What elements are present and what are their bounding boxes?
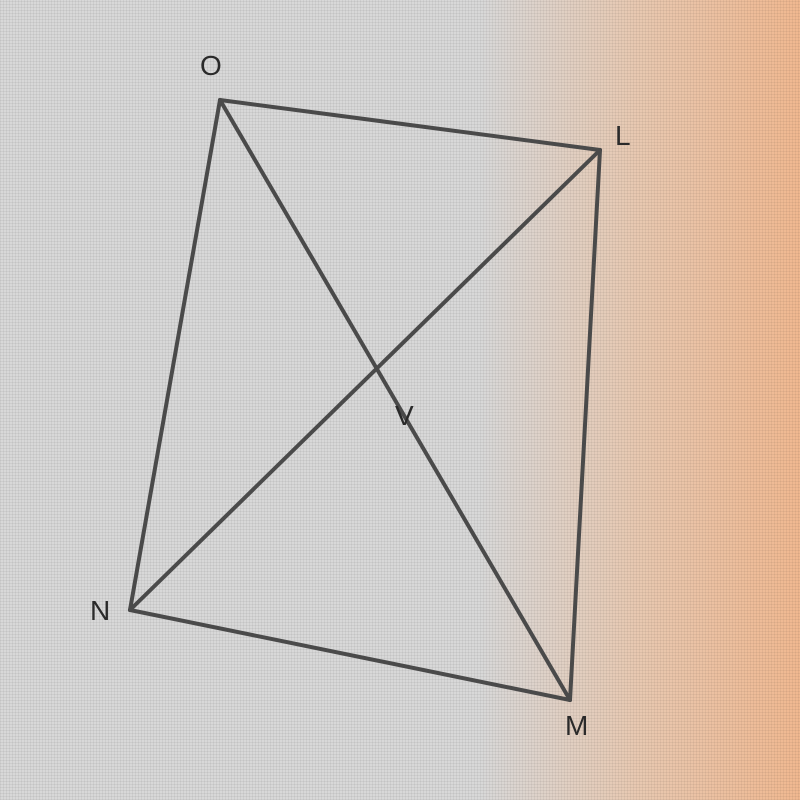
edge-M-N bbox=[130, 610, 570, 700]
vertex-label-M: M bbox=[565, 710, 588, 742]
edges-group bbox=[130, 100, 600, 700]
edge-L-M bbox=[570, 150, 600, 700]
vertex-label-N: N bbox=[90, 595, 110, 627]
vertex-label-O: O bbox=[200, 50, 222, 82]
vertex-label-V: V bbox=[395, 400, 414, 432]
edge-O-L bbox=[220, 100, 600, 150]
vertex-label-L: L bbox=[615, 120, 631, 152]
